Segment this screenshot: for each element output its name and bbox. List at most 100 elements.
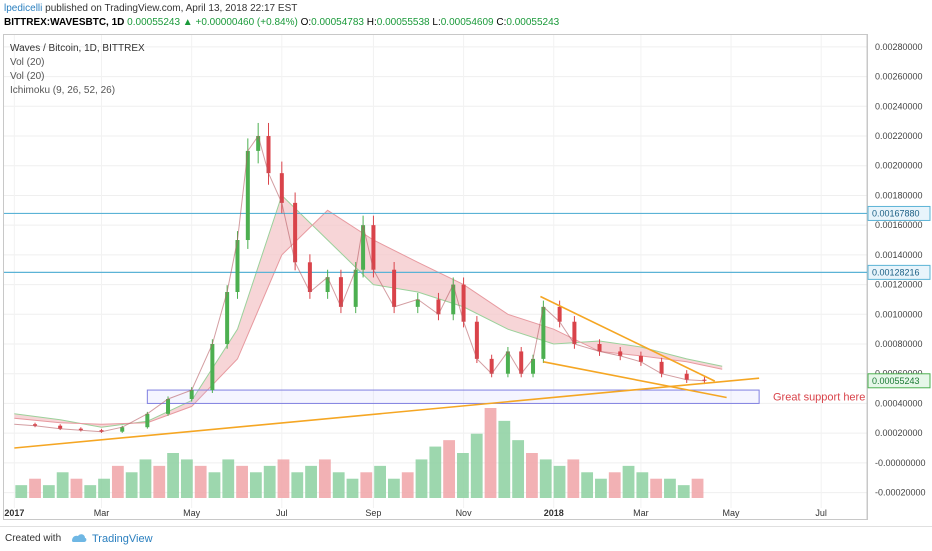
x-tick-label: Mar [94, 508, 110, 518]
candle-body [531, 358, 536, 374]
volume-bar [429, 446, 442, 498]
volume-bar [539, 459, 552, 498]
author-link[interactable]: lpedicelli [4, 3, 43, 14]
y-tick-label: 0.00220000 [875, 131, 923, 141]
legend-indicator[interactable]: Vol (20) [10, 57, 45, 68]
x-tick-label: Mar [633, 508, 649, 518]
volume-bar [553, 465, 566, 498]
volume-bar [360, 472, 373, 498]
volume-bar [388, 478, 400, 498]
candle-body [256, 136, 261, 151]
volume-bar [56, 472, 69, 498]
y-tick-label: 0.00120000 [875, 280, 923, 290]
volume-bar [526, 453, 538, 498]
legend-title: Waves / Bitcoin, 1D, BITTREX [10, 43, 145, 54]
candle-body [166, 398, 171, 414]
candle-body [279, 173, 284, 203]
candle-body [505, 351, 510, 374]
volume-bar [346, 478, 359, 498]
volume-bar [111, 465, 124, 498]
candle-body [120, 427, 125, 432]
candle-body [145, 413, 150, 428]
candle-body [702, 379, 707, 381]
volume-bar [595, 478, 607, 498]
open-value: 0.00054783 [311, 17, 364, 28]
created-with-text: Created with [5, 533, 62, 544]
candle-body [519, 351, 524, 374]
candle-body [572, 321, 577, 345]
x-tick-label: May [723, 508, 741, 518]
legend-indicator[interactable]: Ichimoku (9, 26, 52, 26) [10, 85, 116, 96]
candle-body [338, 277, 343, 307]
candle-body [225, 292, 230, 345]
candle-body [659, 361, 664, 374]
volume-bar [443, 440, 456, 498]
ichimoku-cloud [14, 195, 723, 428]
volume-bar [249, 472, 262, 498]
x-tick-label: Jul [276, 508, 288, 518]
volume-bar [457, 453, 469, 498]
candle-body [451, 284, 456, 315]
candle-body [293, 202, 298, 263]
volume-bar [125, 472, 138, 498]
candle-body [189, 390, 194, 399]
volume-bar [15, 485, 28, 498]
volume-bar [470, 433, 483, 498]
volume-bar [180, 459, 193, 498]
annotation-text: Great support here [773, 392, 865, 404]
candle-body [307, 262, 312, 293]
y-tick-label: 0.00280000 [875, 42, 923, 52]
price-tag-text: 0.00167880 [872, 208, 920, 218]
y-tick-label: 0.00020000 [875, 428, 923, 438]
candle-body [266, 136, 271, 174]
volume-bar [664, 478, 676, 498]
volume-bar [42, 485, 55, 498]
volume-bar [415, 459, 428, 498]
x-tick-label: 2017 [4, 508, 24, 518]
candle-body [597, 344, 602, 352]
low-value: 0.00054609 [440, 17, 494, 28]
y-tick-label: 0.00240000 [875, 101, 923, 111]
volume-bar [401, 472, 414, 498]
x-tick-label: 2018 [544, 508, 564, 518]
x-tick-label: Sep [365, 508, 381, 518]
y-tick-label: -0.00000000 [875, 458, 926, 468]
x-tick-label: Jul [815, 508, 827, 518]
candle-body [371, 225, 376, 270]
volume-bar [70, 478, 83, 498]
candle-body [235, 240, 240, 293]
y-tick-label: 0.00200000 [875, 161, 923, 171]
volume-bar [305, 465, 317, 498]
candle-body [541, 306, 546, 359]
y-tick-label: 0.00180000 [875, 190, 923, 200]
candle-body [415, 299, 420, 307]
support-zone-box [146, 389, 760, 404]
candle-body [684, 373, 689, 380]
volume-bar [581, 472, 594, 498]
legend-indicator[interactable]: Vol (20) [10, 71, 45, 82]
volume-bar [98, 478, 110, 498]
candle-body [210, 344, 215, 391]
volume-bar [194, 465, 207, 498]
volume-bar [498, 420, 511, 498]
y-tick-label: 0.00260000 [875, 72, 923, 82]
candle-body [436, 299, 441, 315]
candle-body [461, 284, 466, 322]
volume-bar [84, 485, 97, 498]
volume-bar [318, 459, 331, 498]
volume-bar [636, 472, 649, 498]
tradingview-brand[interactable]: TradingView [92, 533, 153, 545]
candle-body [33, 424, 38, 426]
x-tick-label: May [183, 508, 201, 518]
candle-body [557, 306, 562, 322]
price-tag-text: 0.00055243 [872, 376, 920, 386]
ticker: BITTREX:WAVESBTC, 1D [4, 17, 125, 28]
volume-bar [567, 459, 580, 498]
close-line [14, 134, 705, 433]
y-tick-label: 0.00160000 [875, 220, 923, 230]
tradingview-logo-icon[interactable] [70, 532, 88, 547]
publish-line: lpedicelli published on TradingView.com,… [4, 3, 297, 14]
chart-svg[interactable]: 0.00280000 0.00260000 0.00240000 0.00220000… [0, 0, 932, 526]
y-tick-label: 0.00040000 [875, 398, 923, 408]
last-price: 0.00055243 [127, 17, 181, 28]
